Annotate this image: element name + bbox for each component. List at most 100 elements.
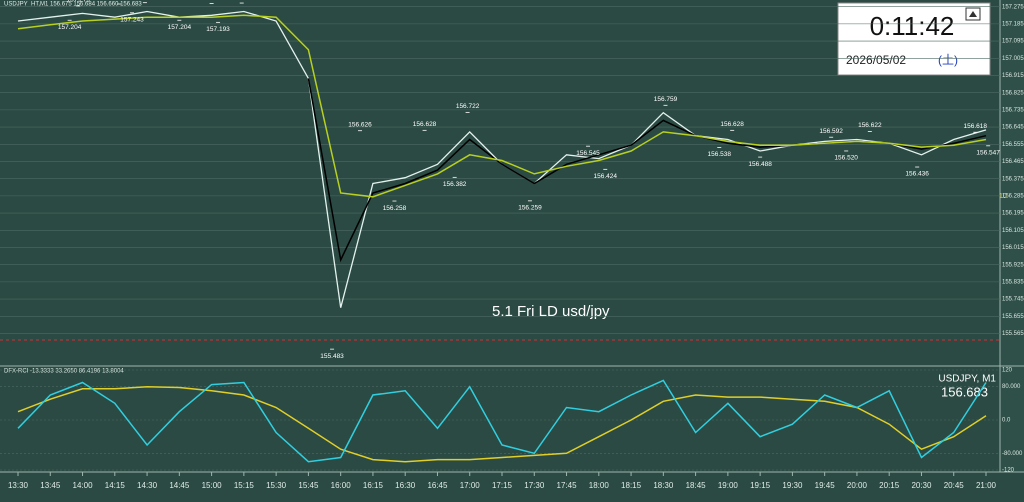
y-tick-label: 156.105 <box>1002 228 1024 234</box>
price-label: 156.259 <box>518 205 542 212</box>
price-axis <box>1000 0 1024 472</box>
y-tick-label: 156.015 <box>1002 245 1024 251</box>
y-tick-label: 80.000 <box>1002 384 1021 390</box>
y-tick-label: 157.005 <box>1002 56 1024 62</box>
y-tick-label: -120 <box>1002 468 1015 474</box>
price-label: 156.545 <box>576 150 600 157</box>
note: 10 <box>999 193 1007 200</box>
x-tick-label: 16:00 <box>331 481 352 490</box>
x-tick-label: 16:30 <box>395 481 416 490</box>
y-tick-label: -80.000 <box>1002 451 1023 457</box>
y-tick-label: 156.555 <box>1002 142 1024 148</box>
price-label: 156.436 <box>905 171 929 178</box>
price-label: 157.292 <box>200 0 224 1</box>
x-tick-label: 19:45 <box>815 481 836 490</box>
price-label: 157.294 <box>230 0 254 1</box>
x-tick-label: 14:15 <box>105 481 126 490</box>
price-label: 157.289 <box>107 0 131 2</box>
x-tick-label: 20:30 <box>911 481 932 490</box>
price-label: 157.243 <box>120 17 144 24</box>
clock-date: 2026/05/02 <box>846 53 906 67</box>
price-label: 156.547 <box>976 150 1000 157</box>
x-tick-label: 20:00 <box>847 481 868 490</box>
x-tick-label: 20:45 <box>944 481 965 490</box>
price-label: 157.193 <box>206 26 230 33</box>
x-tick-label: 20:15 <box>879 481 900 490</box>
x-tick-label: 14:00 <box>73 481 94 490</box>
symbol-label: USDJPY, M1 <box>938 374 996 385</box>
x-tick-label: 17:45 <box>557 481 578 490</box>
price-label: 156.488 <box>748 161 772 168</box>
last-price: 156.683 <box>941 384 988 399</box>
y-tick-label: 120 <box>1002 368 1013 374</box>
price-label: 156.618 <box>963 123 987 130</box>
x-tick-label: 19:00 <box>718 481 739 490</box>
y-tick-label: 155.565 <box>1002 331 1024 337</box>
x-tick-label: 15:00 <box>202 481 223 490</box>
price-label: 156.759 <box>654 96 678 103</box>
price-label: 156.722 <box>456 103 480 110</box>
price-label: 156.520 <box>834 155 858 162</box>
price-label: 157.279 <box>66 0 90 4</box>
x-tick-label: 16:45 <box>427 481 448 490</box>
price-label: 156.628 <box>413 121 437 128</box>
x-tick-label: 18:00 <box>589 481 610 490</box>
clock-widget: 0:11:42 2026/05/02 (土) <box>837 2 991 76</box>
y-tick-label: 156.825 <box>1002 90 1024 96</box>
clock-time: 0:11:42 <box>870 11 955 41</box>
y-tick-label: 156.915 <box>1002 73 1024 79</box>
x-tick-label: 15:30 <box>266 481 287 490</box>
y-tick-label: 155.655 <box>1002 314 1024 320</box>
y-tick-label: 156.375 <box>1002 176 1024 182</box>
x-tick-label: 15:15 <box>234 481 255 490</box>
series-line <box>17 14 987 198</box>
y-tick-label: 156.195 <box>1002 211 1024 217</box>
clock-weekday: (土) <box>938 53 958 67</box>
x-tick-label: 18:45 <box>686 481 707 490</box>
x-tick-label: 19:30 <box>782 481 803 490</box>
price-label: 156.626 <box>348 121 372 128</box>
x-tick-label: 13:30 <box>8 481 29 490</box>
y-tick-label: 157.095 <box>1002 39 1024 45</box>
x-tick-label: 18:15 <box>621 481 642 490</box>
annotation: 5.1 Fri LD usd/jpy <box>492 303 610 320</box>
y-tick-label: 157.185 <box>1002 21 1024 27</box>
clock-box <box>837 2 991 76</box>
price-label: 155.483 <box>320 353 344 360</box>
y-tick-label: 156.735 <box>1002 107 1024 113</box>
price-label: 156.538 <box>708 151 732 158</box>
y-tick-label: 157.275 <box>1002 4 1024 10</box>
x-tick-label: 16:15 <box>363 481 384 490</box>
series-line <box>17 385 987 463</box>
x-tick-label: 17:00 <box>460 481 481 490</box>
price-label: 156.592 <box>819 128 843 135</box>
y-tick-label: 155.925 <box>1002 262 1024 268</box>
series-line <box>17 379 987 463</box>
x-tick-label: 18:30 <box>653 481 674 490</box>
price-label: 156.382 <box>443 181 467 188</box>
price-label: 157.204 <box>168 24 192 31</box>
price-label: 156.622 <box>858 122 882 129</box>
x-tick-label: 17:30 <box>524 481 545 490</box>
y-tick-label: 156.285 <box>1002 193 1024 199</box>
x-tick-label: 14:30 <box>137 481 158 490</box>
indicator-title: DFX-RCI -13.3333 33.2650 86.4196 13.8004 <box>4 369 124 375</box>
y-tick-label: 156.645 <box>1002 125 1024 131</box>
price-label: 156.424 <box>594 173 618 180</box>
pin-icon <box>969 11 977 17</box>
y-tick-label: 0.0 <box>1002 418 1011 424</box>
x-tick-label: 21:00 <box>976 481 997 490</box>
price-label: 156.258 <box>383 205 407 212</box>
price-label: 157.204 <box>58 24 82 31</box>
y-tick-label: 155.745 <box>1002 297 1024 303</box>
x-tick-label: 13:45 <box>40 481 61 490</box>
y-tick-label: 156.465 <box>1002 159 1024 165</box>
x-tick-label: 17:15 <box>492 481 513 490</box>
price-label: 156.628 <box>720 121 744 128</box>
x-tick-label: 15:45 <box>298 481 319 490</box>
x-tick-label: 14:45 <box>169 481 190 490</box>
x-tick-label: 19:15 <box>750 481 771 490</box>
chart-title: USDJPY_HT,M1 156.675 156.684 156.660 156… <box>4 2 142 8</box>
